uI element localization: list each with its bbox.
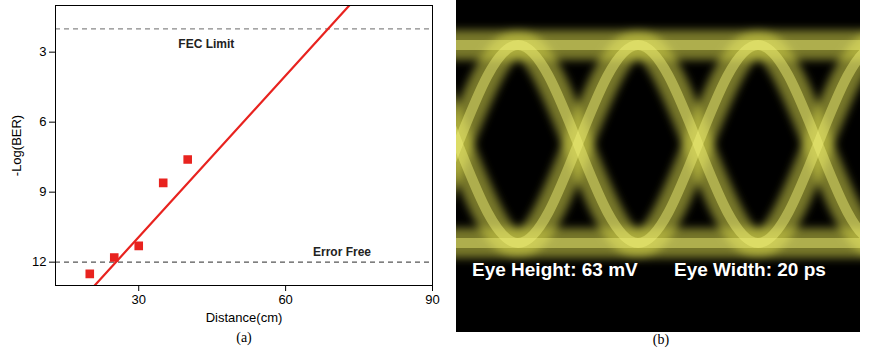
svg-text:12: 12 bbox=[32, 254, 46, 269]
svg-text:3: 3 bbox=[39, 44, 46, 59]
svg-text:60: 60 bbox=[278, 292, 292, 307]
svg-text:-Log(BER): -Log(BER) bbox=[9, 115, 24, 176]
svg-text:Eye Height: 63 mV: Eye Height: 63 mV bbox=[472, 259, 638, 280]
svg-text:Eye Width: 20 ps: Eye Width: 20 ps bbox=[674, 259, 826, 280]
html-text:(a): (a) bbox=[236, 330, 252, 345]
html-text:(b): (b) bbox=[652, 332, 670, 347]
svg-text:30: 30 bbox=[131, 292, 145, 307]
svg-text:Error Free: Error Free bbox=[313, 245, 371, 259]
svg-text:6: 6 bbox=[39, 114, 46, 129]
svg-text:9: 9 bbox=[39, 184, 46, 199]
svg-text:90: 90 bbox=[425, 292, 439, 307]
svg-text:FEC Limit: FEC Limit bbox=[178, 37, 234, 51]
svg-text:Distance(cm): Distance(cm) bbox=[206, 310, 283, 325]
